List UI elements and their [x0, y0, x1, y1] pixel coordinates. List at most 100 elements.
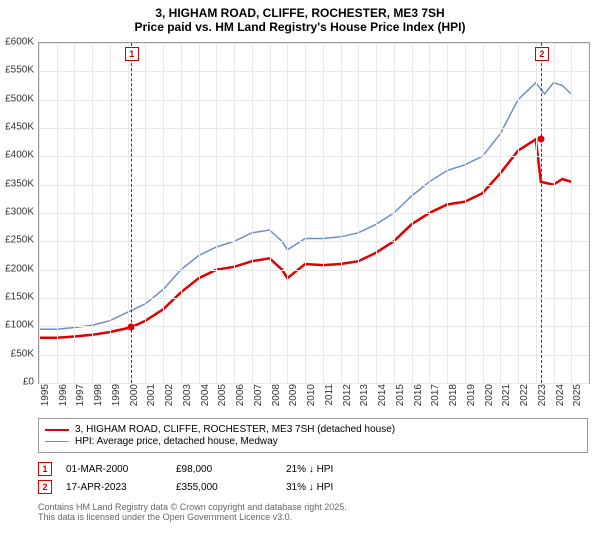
- x-tick-label: 2012: [342, 384, 353, 414]
- gridline-horizontal: [39, 326, 589, 327]
- gridline-horizontal: [39, 71, 589, 72]
- y-tick-label: £200K: [5, 263, 34, 274]
- table-cell: 31% ↓ HPI: [286, 482, 396, 493]
- gridline-horizontal: [39, 43, 589, 44]
- y-tick-label: £500K: [5, 93, 34, 104]
- x-tick-label: 2005: [217, 384, 228, 414]
- gridline-horizontal: [39, 270, 589, 271]
- y-axis-labels: £0£50K£100K£150K£200K£250K£300K£350K£400…: [0, 42, 36, 382]
- gridline-vertical: [394, 43, 395, 383]
- gridline-vertical: [74, 43, 75, 383]
- x-tick-label: 2022: [519, 384, 530, 414]
- gridline-vertical: [447, 43, 448, 383]
- gridline-vertical: [358, 43, 359, 383]
- gridline-vertical: [518, 43, 519, 383]
- x-tick-label: 2008: [271, 384, 282, 414]
- table-cell: 21% ↓ HPI: [286, 464, 396, 475]
- gridline-vertical: [270, 43, 271, 383]
- y-tick-label: £50K: [11, 348, 34, 359]
- x-tick-label: 2002: [164, 384, 175, 414]
- x-tick-label: 2010: [306, 384, 317, 414]
- y-tick-label: £150K: [5, 292, 34, 303]
- sale-marker-line: [541, 43, 542, 383]
- x-tick-label: 2001: [146, 384, 157, 414]
- row-marker-box: 1: [38, 462, 52, 476]
- x-tick-label: 1995: [40, 384, 51, 414]
- y-tick-label: £400K: [5, 150, 34, 161]
- gridline-vertical: [323, 43, 324, 383]
- gridline-horizontal: [39, 128, 589, 129]
- y-tick-label: £300K: [5, 207, 34, 218]
- gridline-horizontal: [39, 213, 589, 214]
- table-row: 1 01-MAR-2000£98,00021% ↓ HPI: [38, 460, 396, 478]
- gridline-vertical: [483, 43, 484, 383]
- gridline-vertical: [287, 43, 288, 383]
- x-tick-label: 1996: [58, 384, 69, 414]
- x-tick-label: 1997: [75, 384, 86, 414]
- x-tick-label: 2014: [377, 384, 388, 414]
- gridline-vertical: [500, 43, 501, 383]
- gridline-vertical: [110, 43, 111, 383]
- title-line-1: 3, HIGHAM ROAD, CLIFFE, ROCHESTER, ME3 7…: [0, 6, 600, 20]
- copyright-text: Contains HM Land Registry data © Crown c…: [38, 502, 347, 522]
- x-tick-label: 2011: [324, 384, 335, 414]
- legend-swatch: [45, 441, 69, 442]
- x-tick-label: 2015: [395, 384, 406, 414]
- row-marker-box: 2: [38, 480, 52, 494]
- x-tick-label: 2000: [129, 384, 140, 414]
- table-cell: £98,000: [176, 464, 286, 475]
- gridline-vertical: [376, 43, 377, 383]
- x-tick-label: 2016: [413, 384, 424, 414]
- copyright-line-1: Contains HM Land Registry data © Crown c…: [38, 502, 347, 512]
- y-tick-label: £600K: [5, 37, 34, 48]
- x-tick-label: 2020: [484, 384, 495, 414]
- table-cell: £355,000: [176, 482, 286, 493]
- gridline-horizontal: [39, 298, 589, 299]
- gridline-vertical: [234, 43, 235, 383]
- x-tick-label: 2013: [359, 384, 370, 414]
- copyright-line-2: This data is licensed under the Open Gov…: [38, 512, 347, 522]
- sale-marker-box: 2: [535, 47, 549, 61]
- chart-plot-area: 12: [38, 42, 590, 384]
- x-tick-label: 2025: [572, 384, 583, 414]
- gridline-vertical: [181, 43, 182, 383]
- x-tick-label: 2024: [555, 384, 566, 414]
- x-tick-label: 2021: [501, 384, 512, 414]
- sale-dot: [127, 324, 134, 331]
- table-cell: 17-APR-2023: [66, 482, 176, 493]
- sales-data-table: 1 01-MAR-2000£98,00021% ↓ HPI 2 17-APR-2023…: [38, 460, 396, 496]
- title-line-2: Price paid vs. HM Land Registry's House …: [0, 20, 600, 34]
- x-tick-label: 2006: [235, 384, 246, 414]
- x-tick-label: 2019: [466, 384, 477, 414]
- legend-item: 3, HIGHAM ROAD, CLIFFE, ROCHESTER, ME3 7…: [45, 424, 581, 435]
- legend-swatch: [45, 429, 69, 431]
- x-tick-label: 1998: [93, 384, 104, 414]
- gridline-vertical: [465, 43, 466, 383]
- x-tick-label: 2009: [288, 384, 299, 414]
- legend-item: HPI: Average price, detached house, Medw…: [45, 436, 581, 447]
- table-row: 2 17-APR-2023£355,00031% ↓ HPI: [38, 478, 396, 496]
- x-tick-label: 2018: [448, 384, 459, 414]
- legend-box: 3, HIGHAM ROAD, CLIFFE, ROCHESTER, ME3 7…: [38, 418, 588, 453]
- gridline-vertical: [163, 43, 164, 383]
- gridline-vertical: [536, 43, 537, 383]
- gridline-vertical: [57, 43, 58, 383]
- gridline-vertical: [92, 43, 93, 383]
- legend-label: HPI: Average price, detached house, Medw…: [75, 436, 278, 447]
- gridline-vertical: [216, 43, 217, 383]
- x-tick-label: 2023: [537, 384, 548, 414]
- x-tick-label: 2003: [182, 384, 193, 414]
- gridline-vertical: [128, 43, 129, 383]
- table-cell: 01-MAR-2000: [66, 464, 176, 475]
- x-tick-label: 2004: [200, 384, 211, 414]
- x-tick-label: 1999: [111, 384, 122, 414]
- gridline-vertical: [199, 43, 200, 383]
- gridline-horizontal: [39, 185, 589, 186]
- sale-dot: [537, 136, 544, 143]
- gridline-horizontal: [39, 100, 589, 101]
- y-tick-label: £250K: [5, 235, 34, 246]
- gridline-horizontal: [39, 156, 589, 157]
- gridline-vertical: [429, 43, 430, 383]
- chart-titles: 3, HIGHAM ROAD, CLIFFE, ROCHESTER, ME3 7…: [0, 0, 600, 34]
- y-tick-label: £550K: [5, 65, 34, 76]
